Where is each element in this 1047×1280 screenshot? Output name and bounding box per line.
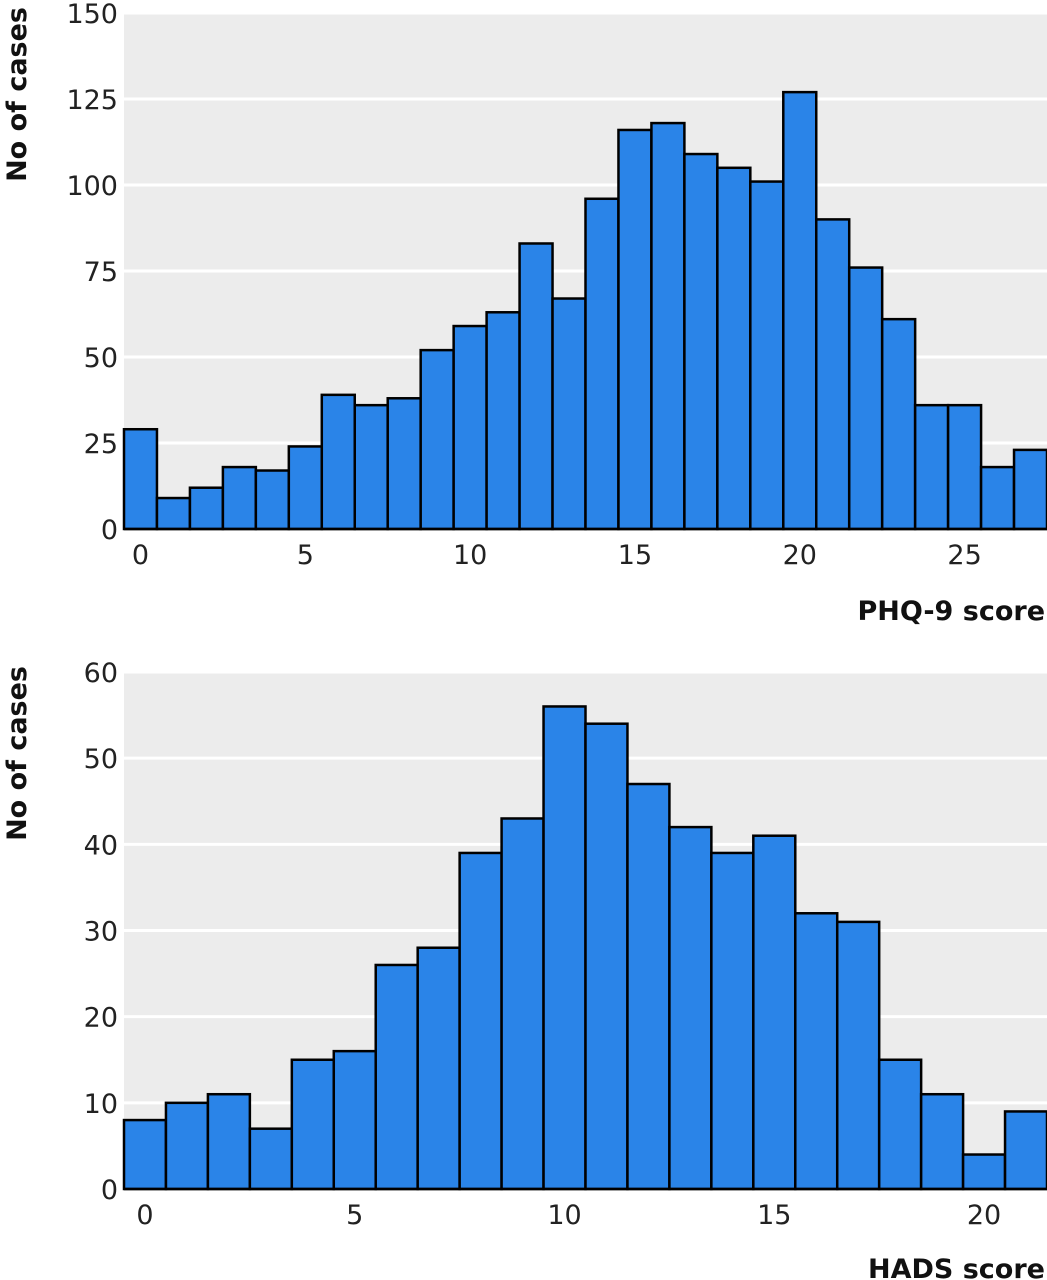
histogram-bar (254, 469, 291, 531)
histogram-bar (1012, 448, 1047, 531)
histogram-bar (518, 242, 554, 531)
histogram-bar (287, 445, 324, 531)
histogram-bar (584, 197, 620, 531)
y-axis-title: No of cases (2, 7, 33, 182)
histogram-bar (961, 1153, 1007, 1191)
histogram-bar (979, 465, 1016, 531)
histogram-bar (710, 851, 755, 1191)
phq9-histogram: 0 25 50 75 100 125 150 0 5 10 15 20 25 PHQ-9 score No … (2, 0, 1047, 627)
histogram-bar (419, 348, 455, 531)
histogram-bar (374, 963, 419, 1191)
histogram-bar (290, 1058, 336, 1191)
histogram-bar (188, 486, 225, 531)
histogram-bar (683, 152, 719, 531)
histogram-bar (752, 834, 797, 1191)
histogram-bar (332, 1049, 377, 1191)
histogram-bar (221, 465, 258, 531)
y-tick-label: 100 (66, 171, 118, 202)
histogram-bar (782, 90, 818, 531)
x-tick-label: 5 (297, 540, 314, 571)
x-tick-label: 25 (947, 540, 981, 571)
histogram-bar (815, 218, 851, 531)
histogram-bar (946, 403, 983, 531)
x-tick-label: 10 (453, 540, 487, 571)
histogram-bar (500, 817, 545, 1191)
x-tick-label: 20 (783, 540, 817, 571)
histogram-bar (416, 946, 461, 1191)
histogram-bar (353, 403, 389, 531)
x-tick-label: 10 (547, 1200, 581, 1231)
histogram-bar (164, 1101, 210, 1191)
histogram-bar (542, 705, 587, 1191)
histogram-bar (551, 297, 587, 531)
histogram-bar (913, 403, 950, 531)
x-tick-label: 5 (346, 1200, 363, 1231)
histogram-bar (584, 722, 629, 1191)
hads-histogram: 0 10 20 30 40 50 60 0 5 10 15 20 HADS score No of cas… (2, 658, 1047, 1280)
y-tick-label: 75 (84, 257, 118, 288)
histogram-bar (122, 427, 159, 531)
y-tick-label: 150 (66, 0, 118, 30)
histogram-bar (794, 912, 839, 1191)
y-tick-label: 0 (101, 515, 118, 546)
histogram-bar (452, 324, 488, 531)
histogram-bar (320, 393, 356, 531)
histogram-bar (458, 851, 503, 1191)
histogram-bar (386, 397, 422, 531)
y-tick-label: 60 (84, 658, 118, 689)
y-tick-label: 25 (84, 429, 118, 460)
histogram-bar (877, 1058, 923, 1191)
histogram-bar (122, 1118, 168, 1191)
x-tick-label: 15 (618, 540, 652, 571)
y-tick-label: 30 (84, 917, 118, 948)
y-tick-label: 40 (84, 830, 118, 861)
x-tick-label: 20 (967, 1200, 1001, 1231)
y-tick-label: 125 (66, 85, 118, 116)
histogram-bar (155, 496, 192, 531)
histogram-bar (716, 166, 752, 531)
histogram-bar (668, 825, 713, 1191)
histogram-bar (919, 1092, 965, 1191)
x-tick-label: 15 (757, 1200, 791, 1231)
histogram-bar (248, 1127, 294, 1191)
x-axis-title: PHQ-9 score (858, 596, 1045, 627)
histogram-bar (880, 317, 917, 531)
y-tick-label: 50 (84, 744, 118, 775)
y-tick-label: 20 (84, 1003, 118, 1034)
histogram-bar (1003, 1110, 1047, 1191)
x-tick-label: 0 (132, 540, 149, 571)
histogram-bar (650, 121, 686, 531)
y-tick-label: 10 (84, 1089, 118, 1120)
histogram-bar (485, 311, 521, 531)
histogram-bar (847, 266, 884, 531)
x-axis-title: HADS score (868, 1254, 1045, 1280)
y-tick-label: 50 (84, 343, 118, 374)
y-tick-label: 0 (101, 1175, 118, 1206)
histogram-bar (626, 782, 671, 1191)
x-tick-label: 0 (136, 1200, 153, 1231)
histogram-bar (617, 128, 653, 531)
histogram-bar (206, 1092, 252, 1191)
histogram-bar (749, 180, 785, 531)
histogram-bar (835, 920, 881, 1191)
y-axis-title: No of cases (2, 666, 33, 841)
